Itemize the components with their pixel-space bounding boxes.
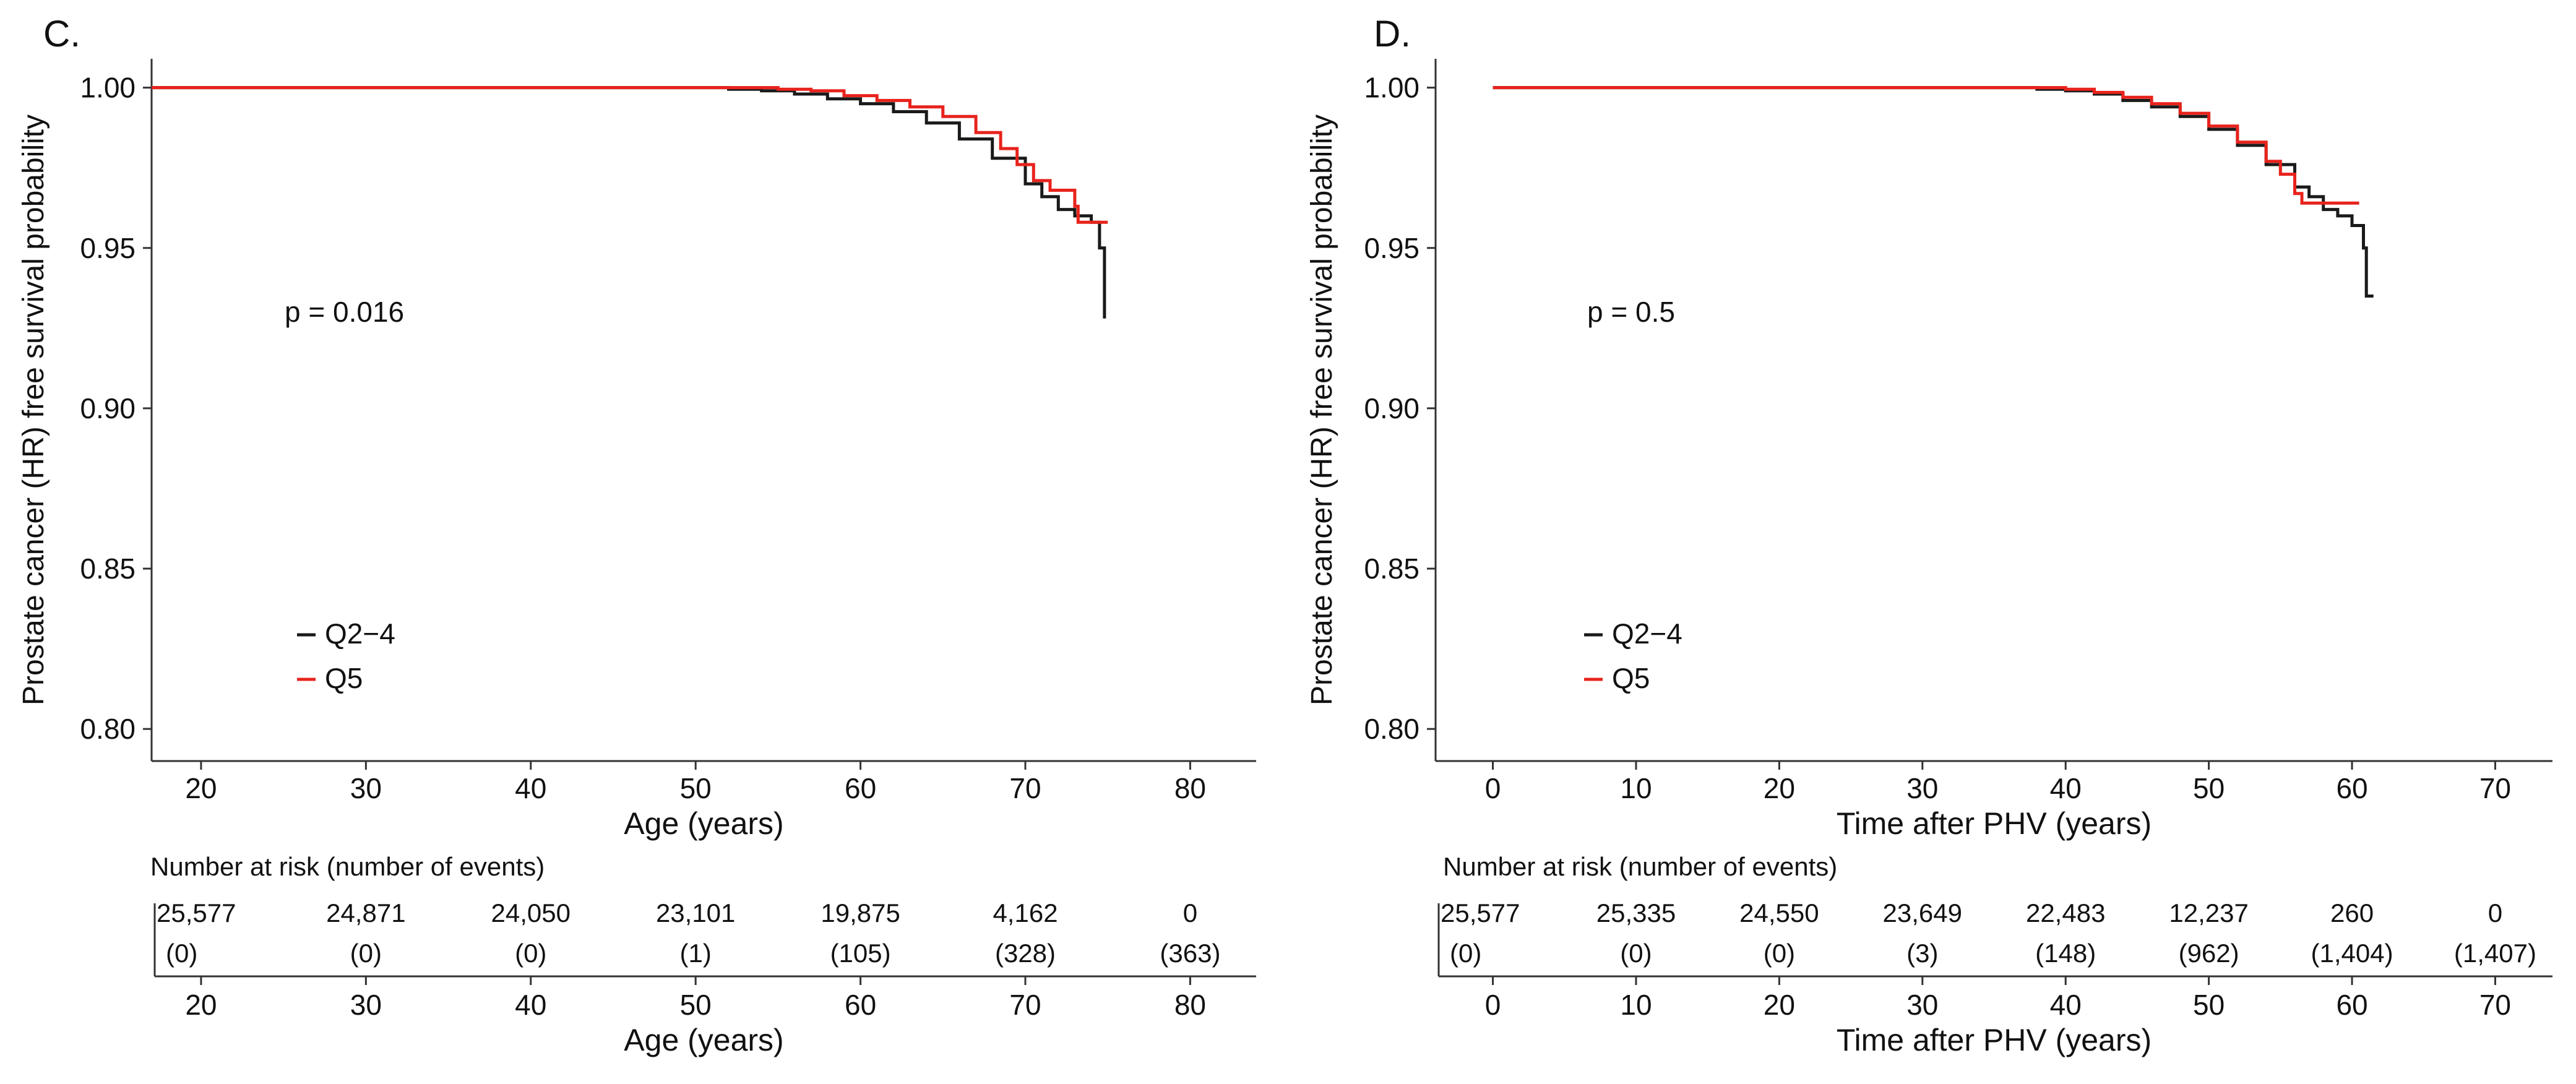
x-axis-title: Time after PHV (years) xyxy=(1837,806,2152,841)
risk-table-tick-label: 0 xyxy=(1485,989,1501,1021)
risk-table-at-risk: 23,649 xyxy=(1883,898,1962,927)
y-tick-label: 1.00 xyxy=(80,72,136,104)
risk-table-at-risk: 0 xyxy=(1183,898,1197,927)
risk-table-tick-label: 70 xyxy=(1009,989,1041,1021)
x-tick-label: 20 xyxy=(185,772,217,804)
risk-table-events: (1) xyxy=(680,939,712,968)
risk-table-events: (0) xyxy=(166,939,197,968)
risk-table-tick-label: 60 xyxy=(2336,989,2367,1021)
risk-table-events: (1,404) xyxy=(2311,939,2393,968)
p-value-annotation: p = 0.016 xyxy=(285,296,404,328)
risk-table-tick-label: 40 xyxy=(2050,989,2082,1021)
legend-label: Q2−4 xyxy=(1612,617,1682,650)
risk-table-tick-label: 20 xyxy=(185,989,217,1021)
risk-table-at-risk: 24,050 xyxy=(491,898,571,927)
x-tick-label: 50 xyxy=(2193,772,2225,804)
x-tick-label: 30 xyxy=(1906,772,1938,804)
risk-table-at-risk: 24,871 xyxy=(326,898,405,927)
risk-table-tick-label: 10 xyxy=(1620,989,1652,1021)
risk-table-at-risk: 25,335 xyxy=(1596,898,1676,927)
y-tick-label: 0.90 xyxy=(80,392,136,424)
x-tick-label: 50 xyxy=(680,772,712,804)
risk-table-events: (105) xyxy=(830,939,891,968)
risk-table-tick-label: 80 xyxy=(1174,989,1206,1021)
risk-table-events: (0) xyxy=(350,939,382,968)
risk-table-events: (962) xyxy=(2179,939,2239,968)
risk-table-tick-label: 30 xyxy=(1906,989,1938,1021)
risk-table-at-risk: 260 xyxy=(2330,898,2374,927)
x-tick-label: 60 xyxy=(845,772,876,804)
panel-label: D. xyxy=(1374,13,1411,54)
y-tick-label: 0.80 xyxy=(80,713,136,745)
risk-table-tick-label: 40 xyxy=(515,989,546,1021)
risk-table-at-risk: 4,162 xyxy=(993,898,1058,927)
y-tick-label: 0.95 xyxy=(1364,232,1419,264)
legend-label: Q5 xyxy=(325,662,363,694)
x-tick-label: 70 xyxy=(2479,772,2511,804)
risk-table-events: (0) xyxy=(1764,939,1795,968)
panel-label: C. xyxy=(43,13,80,54)
risk-table-x-title: Time after PHV (years) xyxy=(1837,1023,2152,1057)
p-value-annotation: p = 0.5 xyxy=(1587,296,1675,328)
risk-table-tick-label: 20 xyxy=(1764,989,1795,1021)
risk-table-events: (148) xyxy=(2035,939,2096,968)
risk-table-at-risk: 24,550 xyxy=(1739,898,1819,927)
y-axis-title: Prostate cancer (HR) free survival proba… xyxy=(17,114,50,705)
survival-curve-q2-4 xyxy=(1493,86,2374,298)
risk-table-at-risk: 0 xyxy=(2488,898,2502,927)
risk-table-at-risk: 12,237 xyxy=(2169,898,2248,927)
panel-c: C. Prostate cancer (HR) free survival pro… xyxy=(17,13,1256,1057)
risk-table-title: Number at risk (number of events) xyxy=(150,852,545,881)
y-tick-label: 0.85 xyxy=(1364,553,1419,585)
risk-table-tick-label: 70 xyxy=(2479,989,2511,1021)
risk-table-x-title: Age (years) xyxy=(624,1023,783,1057)
risk-table-events: (0) xyxy=(515,939,546,968)
risk-table-at-risk: 22,483 xyxy=(2026,898,2105,927)
y-tick-label: 0.90 xyxy=(1364,392,1419,424)
x-tick-label: 10 xyxy=(1620,772,1652,804)
survival-curve-q2-4 xyxy=(152,86,1106,319)
risk-table-tick-label: 50 xyxy=(2193,989,2225,1021)
risk-table-at-risk: 25,577 xyxy=(157,898,236,927)
y-tick-label: 0.80 xyxy=(1364,713,1419,745)
risk-table-at-risk: 23,101 xyxy=(656,898,735,927)
x-tick-label: 0 xyxy=(1485,772,1501,804)
legend-label: Q2−4 xyxy=(325,617,395,650)
survival-curve-q5 xyxy=(1493,86,2359,205)
risk-table-events: (328) xyxy=(995,939,1056,968)
x-axis-title: Age (years) xyxy=(624,806,783,841)
risk-table-events: (363) xyxy=(1160,939,1220,968)
risk-table-title: Number at risk (number of events) xyxy=(1443,852,1837,881)
y-axis-title: Prostate cancer (HR) free survival proba… xyxy=(1306,114,1338,705)
x-tick-label: 20 xyxy=(1764,772,1795,804)
risk-table-tick-label: 60 xyxy=(845,989,876,1021)
risk-table-events: (3) xyxy=(1906,939,1938,968)
x-tick-label: 60 xyxy=(2336,772,2367,804)
risk-table-events: (0) xyxy=(1450,939,1481,968)
risk-table-events: (1,407) xyxy=(2454,939,2536,968)
y-tick-label: 0.95 xyxy=(80,232,136,264)
legend-label: Q5 xyxy=(1612,662,1650,694)
risk-table-tick-label: 30 xyxy=(350,989,382,1021)
risk-table-events: (0) xyxy=(1620,939,1652,968)
panel-d: D. Prostate cancer (HR) free survival pro… xyxy=(1306,13,2552,1057)
x-tick-label: 40 xyxy=(515,772,546,804)
x-tick-label: 70 xyxy=(1009,772,1041,804)
risk-table-at-risk: 25,577 xyxy=(1441,898,1520,927)
x-tick-label: 80 xyxy=(1174,772,1206,804)
x-tick-label: 40 xyxy=(2050,772,2082,804)
survival-curve-q5 xyxy=(152,86,1108,224)
risk-table-at-risk: 19,875 xyxy=(821,898,900,927)
y-tick-label: 1.00 xyxy=(1364,72,1419,104)
risk-table-tick-label: 50 xyxy=(680,989,712,1021)
y-tick-label: 0.85 xyxy=(80,553,136,585)
x-tick-label: 30 xyxy=(350,772,382,804)
